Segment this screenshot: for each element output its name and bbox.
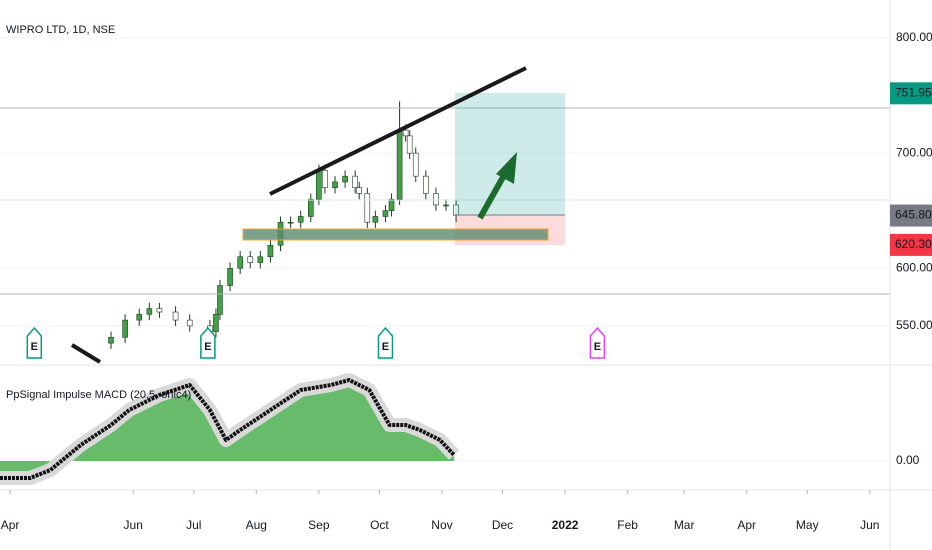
candle-body (433, 193, 439, 206)
price-label: 751.95 (895, 85, 932, 99)
earnings-marker (26, 326, 43, 359)
candle-body (237, 256, 243, 269)
candle-body (388, 198, 395, 212)
trend-line (70, 343, 102, 364)
x-tick-label: Jun (124, 518, 143, 532)
candle-body (443, 204, 449, 207)
candle-body (423, 175, 429, 194)
earnings-label: E (594, 341, 601, 353)
candle-body (352, 175, 358, 188)
indicator-title: PpSignal Impulse MACD (20,5, ohlc4) (6, 389, 191, 401)
candle-body (297, 216, 304, 223)
candle-body (412, 152, 419, 177)
candle-body (247, 256, 254, 263)
earnings-label: E (31, 341, 38, 353)
indicator-pane: 0.00 (0, 373, 920, 485)
candle-body (342, 175, 348, 183)
x-tick-label: Mar (674, 518, 695, 532)
x-tick-label: Oct (370, 518, 389, 532)
candle-body (156, 308, 163, 313)
candle-body (108, 337, 114, 344)
candle-body (396, 129, 403, 200)
candle-body (213, 314, 219, 332)
candle-body (316, 170, 322, 200)
candle-body (406, 135, 413, 154)
candle-body (382, 210, 389, 217)
chart-title: WIPRO LTD, 1D, NSE (6, 24, 115, 36)
candle-body (364, 193, 371, 223)
price-label: 620.30 (895, 237, 932, 251)
x-tick-label: Apr (737, 518, 756, 532)
candle-body (186, 319, 193, 327)
y-tick-label: 700.00 (896, 145, 932, 159)
candle-body (217, 285, 223, 315)
x-tick-label: Dec (492, 518, 513, 532)
area (0, 380, 455, 478)
line (0, 378, 456, 480)
candle-body (332, 181, 338, 188)
candle-body (136, 314, 143, 321)
candle-body (122, 319, 128, 338)
price-label-bg (890, 82, 932, 105)
x-tick-label: Sep (308, 518, 330, 532)
candle-body (146, 308, 153, 315)
candle-body (257, 256, 264, 263)
y-tick-label: 550.00 (896, 318, 932, 332)
candle-body (322, 170, 328, 188)
earnings-marker (377, 326, 394, 359)
candle-body (267, 244, 274, 258)
candle-body (372, 216, 379, 223)
x-tick-label: Nov (431, 518, 452, 532)
candle-body (402, 129, 409, 137)
y-tick-label: 800.00 (896, 30, 932, 44)
candle-body (307, 198, 314, 217)
candle-body (287, 221, 294, 224)
support-zone (242, 228, 549, 241)
earnings-label: E (204, 341, 211, 353)
candle-body (172, 311, 179, 321)
target-zone (455, 93, 565, 215)
x-tick-label: Jul (186, 518, 201, 532)
earnings-marker (200, 326, 216, 359)
arrow (477, 168, 510, 220)
candle-body (356, 187, 363, 194)
price-pane: 800.00 700.00 600.00 550.00 (0, 30, 932, 349)
trend-line (269, 66, 527, 196)
price-label: 645.80 (895, 208, 932, 222)
earnings-marker (589, 326, 606, 359)
x-tick-label: Aug (246, 518, 267, 532)
earnings-label: E (382, 341, 389, 353)
y-tick-label: 0.00 (896, 453, 920, 467)
x-tick-label: Jun (860, 518, 879, 532)
x-tick-label: 2022 (552, 518, 579, 532)
x-tick-label: May (796, 518, 819, 532)
x-tick-label: Apr (1, 518, 20, 532)
y-tick-label: 600.00 (896, 260, 932, 274)
candle-body (227, 267, 233, 286)
arrow-head (496, 152, 517, 184)
price-label-bg (890, 204, 932, 227)
x-tick-label: Feb (617, 518, 638, 532)
price-label-bg (890, 233, 932, 256)
